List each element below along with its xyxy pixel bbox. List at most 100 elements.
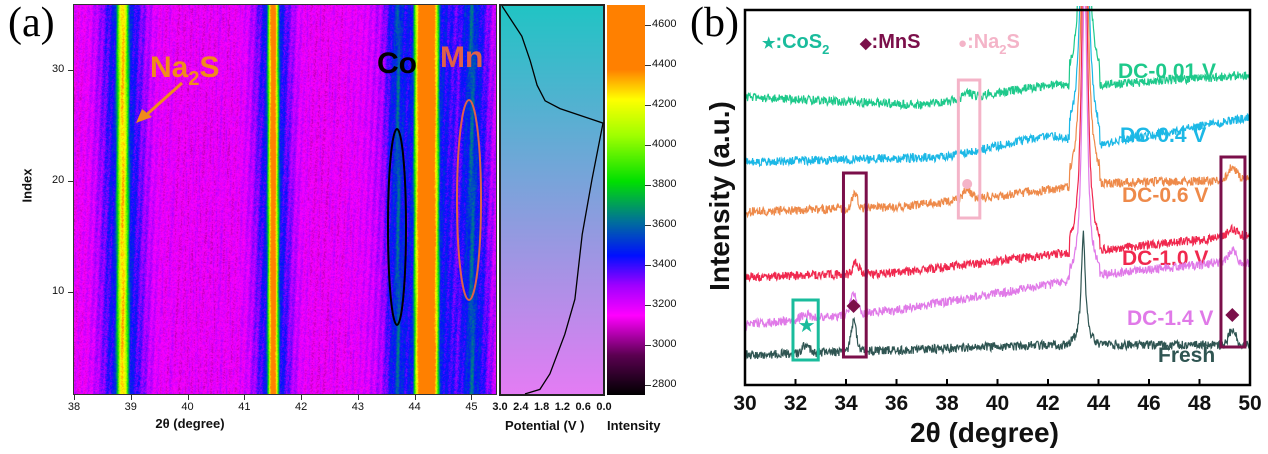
xrd-x-tick-label: 36 bbox=[884, 392, 909, 415]
heatmap bbox=[74, 5, 497, 395]
xrd-x-tick-label: 32 bbox=[783, 392, 808, 415]
heatmap-y-tick bbox=[68, 292, 74, 294]
potential-x-tick-label: 1.2 bbox=[554, 401, 571, 413]
xrd-x-tick-label: 46 bbox=[1137, 392, 1161, 415]
xrd-x-tick-label: 50 bbox=[1238, 392, 1262, 415]
legend-item: ●:Na2S bbox=[958, 31, 1020, 57]
heatmap-x-tick bbox=[244, 395, 246, 400]
colorbar-tick bbox=[645, 265, 651, 266]
heatmap-x-tick bbox=[414, 395, 416, 400]
arrow-head-icon bbox=[136, 109, 152, 123]
legend-item: ★:CoS2 bbox=[762, 31, 829, 57]
colorbar-tick bbox=[645, 65, 651, 66]
colorbar-tick bbox=[645, 105, 651, 106]
potential-x-tick-label: 2.4 bbox=[513, 401, 529, 413]
mn-ellipse bbox=[456, 99, 482, 301]
heatmap-x-tick bbox=[187, 395, 189, 400]
highlight-box bbox=[956, 78, 982, 220]
xrd-y-label: Intensity (a.u.) bbox=[704, 101, 735, 291]
colorbar-tick bbox=[645, 345, 651, 346]
series-label: DC-0.6 V bbox=[1122, 184, 1208, 207]
colorbar-tick bbox=[645, 385, 651, 386]
colorbar bbox=[607, 5, 645, 395]
mns-diamond-icon bbox=[1225, 308, 1240, 322]
heatmap-x-tick-label: 44 bbox=[408, 401, 421, 413]
highlight-box bbox=[791, 298, 820, 362]
heatmap-x-tick-label: 39 bbox=[124, 401, 137, 413]
potential-x-tick-label: 0.0 bbox=[596, 401, 612, 413]
mns-diamond-icon bbox=[846, 299, 861, 313]
xrd-x-tick-label: 48 bbox=[1187, 392, 1212, 415]
na2s-annotation: Na2S bbox=[150, 51, 220, 90]
xrd-x-tick-label: 38 bbox=[935, 392, 959, 415]
na2s-circle-icon bbox=[962, 179, 973, 189]
co-annotation: Co bbox=[377, 47, 417, 80]
xrd-x-tick-label: 44 bbox=[1086, 392, 1111, 415]
heatmap-x-tick bbox=[357, 395, 359, 400]
heatmap-y-tick-label: 30 bbox=[52, 62, 65, 75]
colorbar-tick bbox=[645, 225, 651, 226]
colorbar-tick bbox=[645, 25, 651, 26]
colorbar-label: Intensity bbox=[607, 418, 661, 433]
xrd-x-tick-label: 42 bbox=[1036, 392, 1060, 415]
colorbar-tick bbox=[645, 145, 651, 146]
series-line-dc-1-4-v bbox=[745, 6, 1250, 332]
heatmap-x-tick-label: 41 bbox=[238, 401, 251, 413]
series-line-dc-0-6-v bbox=[745, 6, 1250, 219]
heatmap-x-tick-label: 38 bbox=[67, 401, 81, 413]
colorbar-tick-label: 4000 bbox=[652, 138, 677, 150]
heatmap-x-tick-label: 45 bbox=[465, 401, 478, 413]
heatmap-x-tick bbox=[74, 395, 75, 400]
na2s-arrow bbox=[142, 81, 184, 119]
colorbar-tick-label: 4400 bbox=[652, 58, 677, 70]
xrd-x-label: 2θ (degree) bbox=[910, 417, 1059, 448]
colorbar-tick-label: 3000 bbox=[652, 338, 677, 350]
heatmap-x-tick-label: 42 bbox=[294, 401, 308, 413]
colorbar-tick bbox=[645, 185, 651, 186]
colorbar-tick bbox=[645, 305, 651, 306]
potential-x-tick-label: 3.0 bbox=[492, 401, 508, 413]
heatmap-y-tick-label: 20 bbox=[52, 174, 65, 187]
panel-b-label: (b) bbox=[690, 0, 739, 46]
potential-x-tick-label: 0.6 bbox=[575, 401, 591, 413]
potential-curve bbox=[501, 5, 604, 395]
co-ellipse bbox=[387, 128, 407, 326]
heatmap-annotations: Na2S Co Mn bbox=[136, 41, 483, 326]
heatmap-x-tick-label: 43 bbox=[351, 401, 365, 413]
potential-x-label: Potential (V ) bbox=[505, 418, 585, 433]
series-line-dc-0-01-v bbox=[745, 6, 1250, 111]
series-line-fresh bbox=[745, 230, 1250, 361]
xrd-x-tick-label: 34 bbox=[834, 392, 858, 415]
series-label: Fresh bbox=[1158, 344, 1215, 367]
series-label: DC-0.4 V bbox=[1120, 124, 1206, 147]
panel-a-label: (a) bbox=[8, 0, 55, 46]
series-label: DC-0.01 V bbox=[1118, 60, 1216, 83]
heatmap-x-label: 2θ (degree) bbox=[155, 416, 225, 431]
heatmap-x-tick bbox=[301, 395, 303, 400]
xrd-x-tick-label: 30 bbox=[733, 392, 757, 415]
highlight-box bbox=[1219, 155, 1247, 349]
heatmap-y-tick-label: 10 bbox=[52, 285, 65, 298]
heatmap-x-tick bbox=[471, 395, 473, 400]
xrd-x-tick-label: 40 bbox=[985, 392, 1010, 415]
mn-annotation: Mn bbox=[440, 41, 483, 74]
colorbar-tick-label: 3800 bbox=[652, 178, 677, 190]
legend-item: ◆:MnS bbox=[859, 31, 920, 53]
heatmap-x-tick-label: 40 bbox=[181, 401, 194, 413]
heatmap-y-tick bbox=[68, 69, 74, 71]
cos2-star-icon: ★ bbox=[798, 315, 816, 337]
colorbar-tick-label: 4200 bbox=[652, 98, 677, 110]
potential-background bbox=[499, 4, 605, 396]
colorbar-tick-label: 3400 bbox=[652, 258, 677, 270]
heatmap-x-tick bbox=[130, 395, 132, 400]
colorbar-tick-label: 2800 bbox=[652, 378, 677, 390]
heatmap-y-tick bbox=[68, 181, 74, 183]
series-label: DC-1.4 V bbox=[1127, 307, 1213, 330]
series-line-dc-0-4-v bbox=[745, 6, 1250, 168]
series-line-dc-1-0-v bbox=[745, 6, 1250, 283]
potential-panel bbox=[499, 4, 605, 396]
highlight-box bbox=[841, 171, 868, 359]
colorbar-tick-label: 3200 bbox=[652, 298, 677, 310]
